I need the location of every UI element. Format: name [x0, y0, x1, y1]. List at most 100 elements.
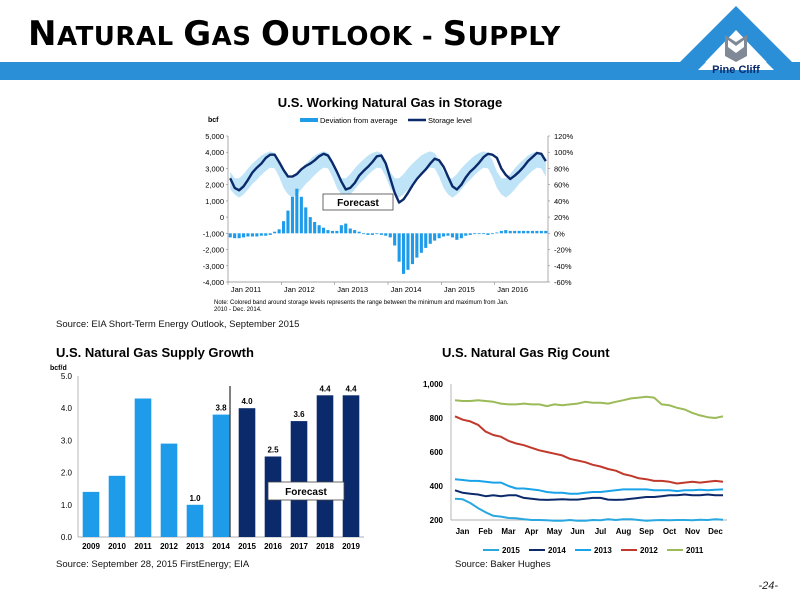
y-right-tick-label: 0%: [554, 229, 565, 238]
supply-data-label: 1.0: [189, 494, 201, 503]
title-part: G: [183, 14, 212, 54]
supply-chart: bcf/d 0.0 1.0 2.0 3.0 4.0 5.0 2009 2010 2011 2012 1…: [50, 365, 364, 551]
title-part: N: [28, 14, 57, 54]
supply-y-tick-label: 1.0: [61, 501, 73, 510]
deviation-bar: [339, 225, 343, 234]
legend-label-deviation: Deviation from average: [320, 116, 398, 125]
deviation-bar: [353, 230, 357, 234]
supply-x-tick-label: 2018: [316, 542, 334, 551]
y-right-tick-label: 40%: [554, 197, 569, 206]
rig-series-line-2012: [454, 415, 724, 485]
deviation-bar: [308, 217, 312, 234]
y-left-tick-label: 4,000: [205, 148, 224, 157]
rig-legend-label: 2014: [548, 546, 566, 555]
deviation-bar: [344, 223, 348, 234]
y-right-tick-label: -20%: [554, 246, 572, 255]
deviation-bar: [237, 233, 241, 239]
deviation-bar: [286, 210, 290, 234]
y-right-tick-label: -40%: [554, 262, 572, 271]
deviation-bar: [348, 228, 352, 234]
supply-x-tick-label: 2010: [108, 542, 126, 551]
page-number: -24-: [758, 580, 778, 592]
deviation-bar: [379, 233, 383, 235]
deviation-bar: [477, 233, 481, 235]
deviation-bar: [499, 230, 503, 234]
supply-x-tick-label: 2019: [342, 542, 360, 551]
deviation-bar: [428, 233, 432, 244]
deviation-bar: [255, 233, 259, 237]
supply-bar: [186, 504, 204, 537]
deviation-bar: [517, 230, 521, 234]
y-left-tick-label: 0: [220, 213, 224, 222]
deviation-bar: [539, 230, 543, 234]
supply-bar: [108, 475, 126, 537]
rig-x-tick-label: May: [547, 527, 563, 536]
deviation-bar: [544, 230, 548, 234]
supply-bar: [316, 395, 334, 537]
forecast-label: Forecast: [337, 198, 379, 209]
header-accent-bar: [0, 62, 800, 80]
deviation-bar: [450, 233, 454, 238]
deviation-bar: [442, 233, 446, 237]
storage-level-line: [229, 151, 547, 204]
deviation-bar: [366, 233, 370, 235]
supply-x-tick-label: 2013: [186, 542, 204, 551]
rig-legend-label: 2011: [686, 546, 704, 555]
supply-x-tick-label: 2015: [238, 542, 256, 551]
rig-x-tick-label: Oct: [663, 527, 677, 536]
rig-series-line-2014: [454, 489, 723, 501]
deviation-bar: [482, 233, 486, 235]
supply-data-label: 3.6: [293, 410, 305, 419]
storage-note-line2: 2010 - Dec. 2014.: [214, 307, 262, 313]
supply-bar: [342, 395, 360, 537]
y-left-tick-label: 5,000: [205, 132, 224, 141]
deviation-bar: [317, 225, 321, 234]
y-left-tick-label: -4,000: [203, 278, 224, 287]
deviation-bar: [455, 233, 459, 240]
rig-x-tick-label: Jan: [456, 527, 470, 536]
rig-x-tick-label: Dec: [708, 527, 723, 536]
deviation-bar: [415, 233, 419, 258]
slide-title: NATURAL GAS OUTLOOK - SUPPLY: [28, 14, 561, 54]
deviation-bar: [513, 230, 517, 234]
supply-x-tick-label: 2016: [264, 542, 282, 551]
deviation-bar: [313, 222, 317, 234]
deviation-bar: [246, 233, 250, 237]
deviation-bar: [526, 230, 530, 234]
deviation-bar: [459, 233, 463, 239]
deviation-bar: [259, 233, 263, 236]
y-left-tick-label: -3,000: [203, 262, 224, 271]
supply-bar: [134, 398, 152, 537]
y-right-tick-label: -60%: [554, 278, 572, 287]
deviation-bar: [277, 229, 281, 234]
supply-unit-label: bcf/d: [50, 365, 67, 372]
deviation-bar: [362, 233, 366, 235]
x-tick-label: Jan 2015: [444, 285, 475, 294]
y-right-tick-label: 80%: [554, 164, 569, 173]
deviation-bar: [433, 233, 437, 241]
logo-text: Pine Cliff: [712, 64, 760, 76]
deviation-bar: [273, 231, 277, 234]
title-part: UPPLY: [467, 22, 561, 52]
supply-bar: [82, 491, 100, 537]
deviation-bar: [504, 230, 508, 234]
deviation-bar: [330, 230, 334, 234]
deviation-bar: [464, 233, 468, 236]
rig-x-tick-label: Nov: [685, 527, 701, 536]
rig-chart: 200 400 600 800 1,000 Jan Feb Mar Apr May Jun Jul Au…: [423, 380, 727, 555]
supply-y-tick-label: 3.0: [61, 436, 73, 445]
x-tick-label: Jan 2014: [391, 285, 422, 294]
supply-y-tick-label: 2.0: [61, 469, 73, 478]
rig-x-tick-label: Mar: [501, 527, 515, 536]
deviation-bar: [304, 207, 308, 234]
legend-label-storage: Storage level: [428, 116, 472, 125]
y-right-tick-label: 120%: [554, 132, 574, 141]
deviation-bar: [419, 233, 423, 253]
rig-series-line-2015: [454, 497, 724, 522]
y-left-tick-label: 3,000: [205, 164, 224, 173]
deviation-bar: [233, 233, 237, 239]
rig-y-tick-label: 400: [430, 482, 444, 491]
rig-legend-label: 2015: [502, 546, 520, 555]
deviation-bar: [424, 233, 428, 248]
y-left-tick-label: 1,000: [205, 197, 224, 206]
